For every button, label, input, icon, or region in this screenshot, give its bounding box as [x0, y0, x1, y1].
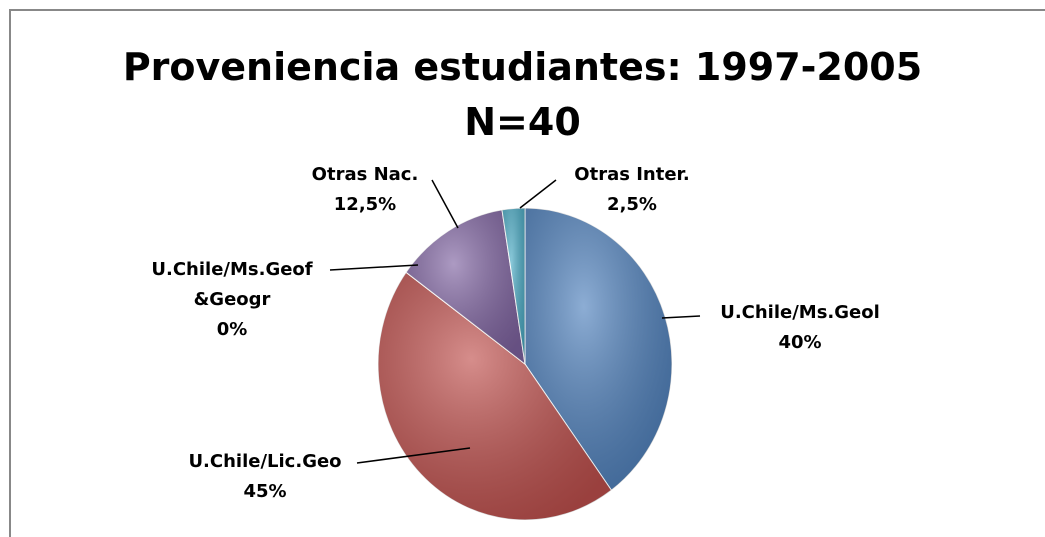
label-name: U.Chile/Ms.Geol — [720, 302, 880, 323]
slice-shade — [378, 272, 612, 520]
slice-shade — [502, 208, 525, 364]
data-label: U.Chile/Ms.Geol 40% — [720, 298, 880, 358]
data-label: Otras Nac. 12,5% — [312, 160, 419, 220]
label-name: U.Chile/Ms.Geof &Geogr — [151, 259, 313, 310]
slice-shade — [525, 208, 673, 491]
data-label: Otras Inter. 2,5% — [574, 160, 689, 220]
label-value: 0% — [216, 319, 248, 340]
chart-subtitle: N=40 — [464, 100, 581, 144]
leader-line — [329, 264, 419, 271]
data-label: U.Chile/Ms.Geof &Geogr 0% — [132, 255, 332, 345]
label-name: Otras Nac. — [311, 164, 419, 185]
label-name: U.Chile/Lic.Geo — [188, 451, 342, 472]
data-label: U.Chile/Lic.Geo 45% — [188, 447, 341, 507]
leader-line — [519, 179, 557, 209]
slice-shade — [406, 209, 525, 364]
label-name: Otras Inter. — [574, 164, 690, 185]
label-value: 12,5% — [333, 194, 397, 215]
label-value: 40% — [778, 332, 822, 353]
leader-lines — [329, 179, 701, 464]
label-value: 45% — [243, 481, 287, 502]
leader-line — [356, 447, 471, 464]
label-value: 2,5% — [607, 194, 657, 215]
leader-line — [431, 179, 459, 229]
leader-line — [661, 315, 701, 319]
chart-border — [9, 9, 1045, 537]
chart-title: Proveniencia estudiantes: 1997-2005 — [122, 45, 923, 89]
